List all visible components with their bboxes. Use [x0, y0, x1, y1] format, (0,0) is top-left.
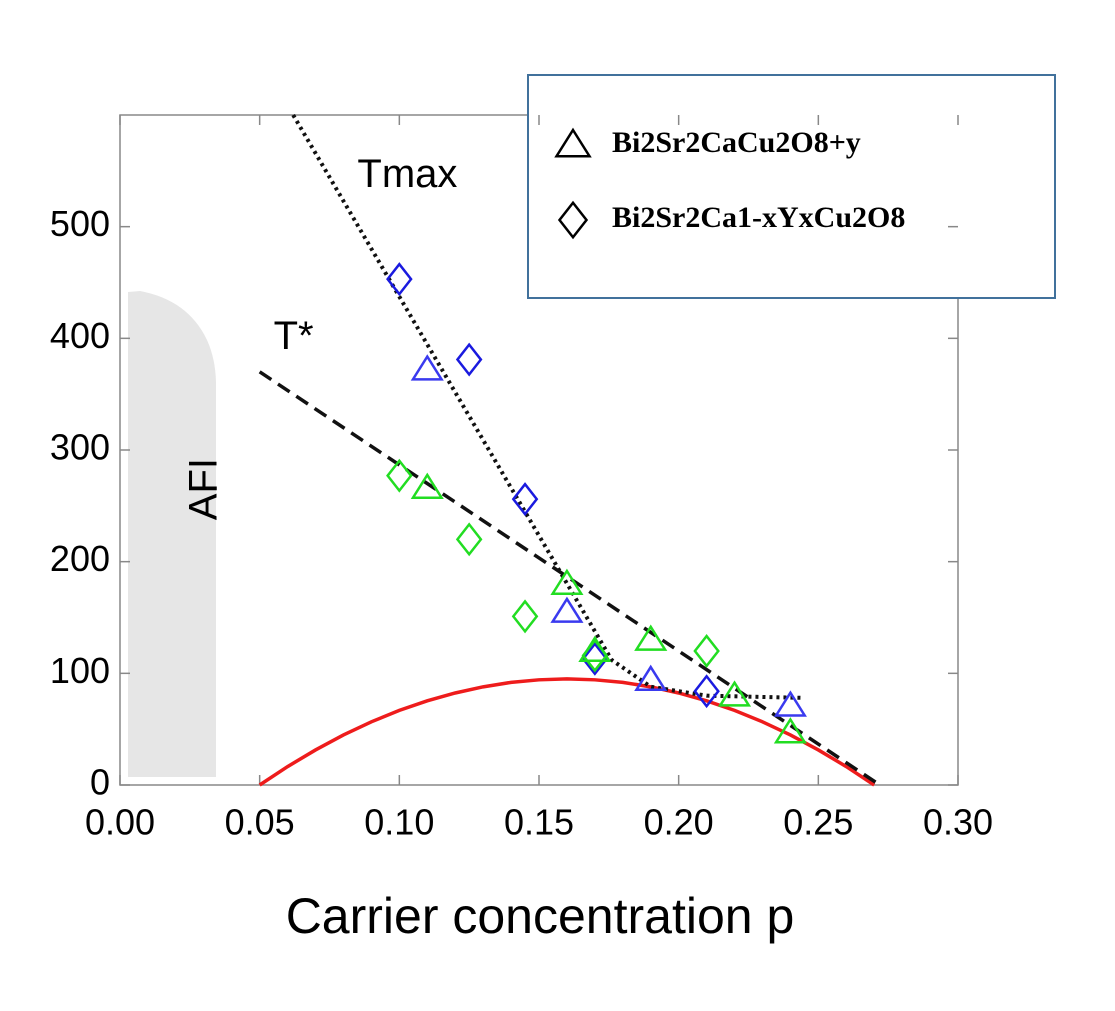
legend-label: Bi2Sr2CaCu2O8+y [612, 126, 861, 159]
point-triangle [550, 596, 584, 623]
y-tick-label: 500 [50, 203, 110, 244]
point-triangle [550, 568, 584, 595]
x-tick-label: 0.05 [225, 802, 295, 843]
point-triangle [773, 690, 807, 717]
y-tick-label: 0 [90, 762, 110, 803]
point-diamond [581, 638, 609, 673]
point-diamond [386, 262, 413, 297]
curve-dotted [291, 113, 805, 700]
x-axis-label: Carrier concentration p [286, 888, 795, 944]
point-triangle [410, 472, 444, 499]
point-triangle [773, 717, 807, 744]
x-tick-label: 0.00 [85, 802, 155, 843]
x-tick-label: 0.25 [783, 802, 853, 843]
point-diamond [693, 634, 720, 668]
legend-label: Bi2Sr2Ca1-xYxCu2O8 [612, 201, 905, 234]
point-triangle [634, 624, 668, 651]
point-diamond [386, 458, 413, 493]
x-tick-label: 0.30 [923, 802, 993, 843]
x-tick-label: 0.15 [504, 802, 574, 843]
point-diamond [455, 522, 483, 557]
annotation: AFI [181, 458, 225, 520]
point-triangle [410, 354, 444, 381]
y-tick-label: 300 [50, 427, 110, 468]
y-tick-label: 100 [50, 650, 110, 691]
point-triangle [634, 664, 668, 692]
legend-box [527, 74, 1056, 299]
legend-marker [554, 127, 592, 158]
point-diamond [581, 641, 609, 676]
x-tick-label: 0.20 [644, 802, 714, 843]
point-triangle [717, 680, 752, 707]
annotation: T* [274, 314, 314, 358]
y-tick-label: 400 [50, 315, 110, 356]
legend: Bi2Sr2CaCu2O8+y Bi2Sr2Ca1-xYxCu2O8 [527, 74, 1056, 299]
x-tick-label: 0.10 [364, 802, 434, 843]
annotation: Tmax [357, 152, 457, 196]
afi-region [128, 291, 216, 777]
y-tick-label: 200 [50, 538, 110, 579]
point-diamond [693, 674, 720, 709]
legend-marker [557, 200, 589, 240]
curve-solid [258, 677, 876, 787]
point-diamond [455, 342, 483, 377]
point-diamond [511, 599, 539, 634]
point-diamond [511, 482, 539, 517]
